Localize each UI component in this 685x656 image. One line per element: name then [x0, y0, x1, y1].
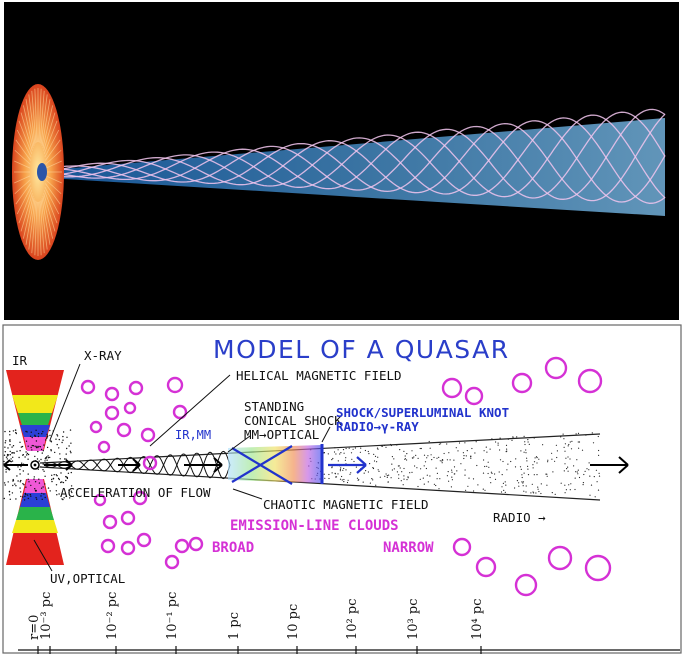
quasar-diagram: MODEL OF A QUASAR — [2, 324, 682, 654]
diagram-title: MODEL OF A QUASAR — [213, 335, 510, 364]
scale-tick-label: 1 pc — [227, 612, 242, 640]
distance-scale: r=010⁻³ pc 10⁻² pc 10⁻¹ pc 1 pc 10 pc 10² pc 1… — [18, 592, 680, 654]
scale-tick-label: 10⁻¹ pc — [165, 592, 180, 640]
ir-mm-label: IR,MM — [175, 428, 211, 442]
scale-tick-label: 10⁻² pc — [105, 592, 120, 640]
helical-field-lines — [47, 108, 666, 204]
scale-tick-label: 10⁴ pc — [470, 599, 485, 641]
accretion-disk — [12, 84, 64, 260]
conical-shock-label: CONICAL SHOCK — [244, 413, 342, 428]
emission-line-clouds — [80, 356, 612, 597]
dust-torus — [3, 370, 73, 565]
chaotic-field-label: CHAOTIC MAGNETIC FIELD — [263, 497, 429, 512]
radio-gamma-label: RADIO→γ-RAY — [336, 419, 419, 434]
acceleration-label: ACCELERATION OF FLOW — [60, 485, 211, 500]
diagram-frame — [2, 324, 682, 654]
narrow-label: NARROW — [383, 540, 434, 556]
artist-illustration — [4, 2, 679, 320]
jet-cone — [48, 118, 665, 216]
jet-lower-edge — [39, 466, 601, 501]
flow-arrows — [3, 456, 629, 474]
shock-knot-label: SHOCK/SUPERLUMINAL KNOT — [336, 405, 509, 420]
emission-clouds-label: EMISSION-LINE CLOUDS — [230, 518, 399, 534]
scale-tick-label: 10⁻³ pc — [39, 592, 54, 640]
mm-optical-label: MM→OPTICAL — [244, 427, 319, 442]
standing-label: STANDING — [244, 399, 304, 414]
scale-tick-label: 10 pc — [286, 604, 301, 640]
scale-tick-label: 10³ pc — [406, 599, 421, 641]
scale-tick-label: r=0 — [27, 615, 42, 640]
broad-label: BROAD — [212, 540, 254, 556]
leader-lines — [33, 363, 331, 572]
conical-shock — [228, 444, 324, 485]
ir-label: IR — [12, 353, 28, 368]
scale-tick-label: 10² pc — [345, 599, 360, 641]
uv-optical-label: UV,OPTICAL — [50, 571, 125, 586]
radio-label: RADIO → — [493, 510, 546, 525]
helical-field-label: HELICAL MAGNETIC FIELD — [236, 368, 402, 383]
knot-arrow — [328, 456, 367, 474]
xray-label: X-RAY — [84, 348, 122, 363]
